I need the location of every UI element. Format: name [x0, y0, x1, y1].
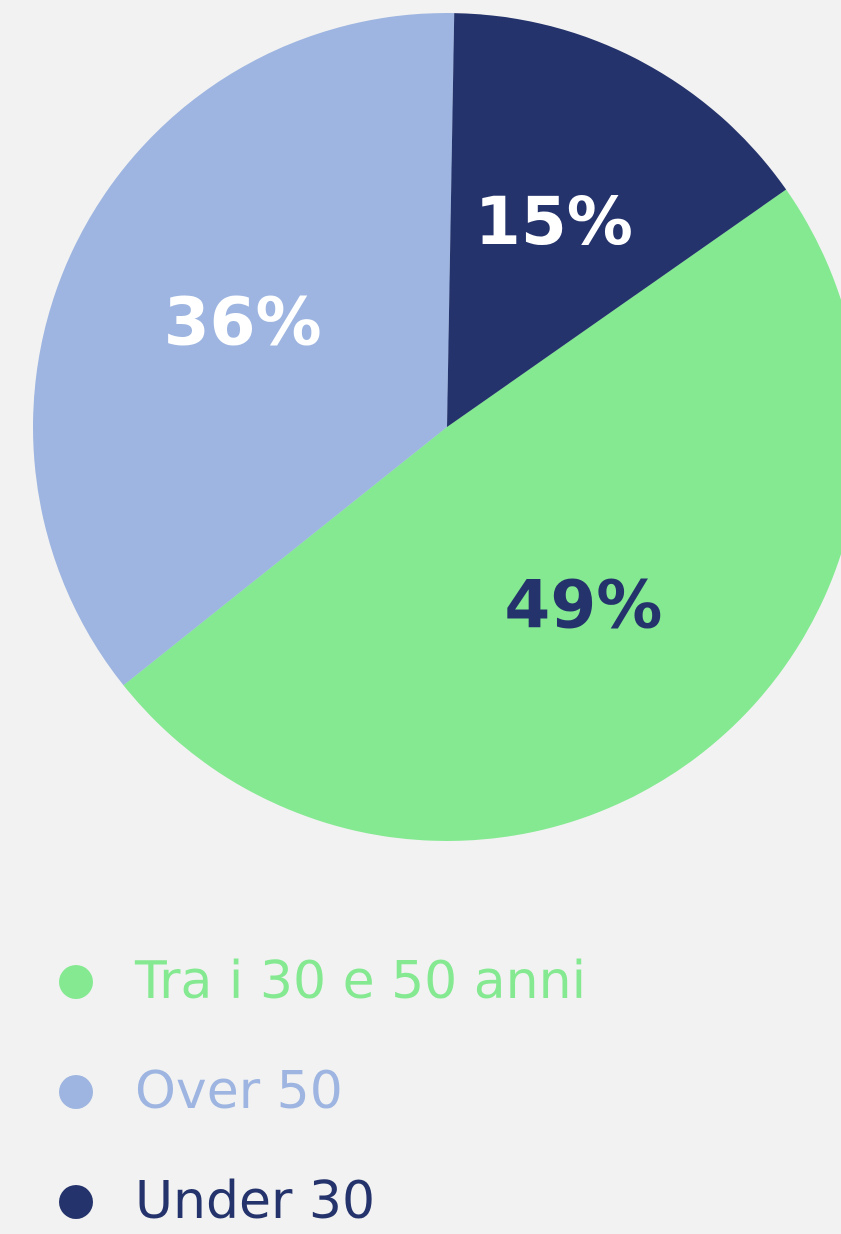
value-label: 49%: [504, 566, 662, 643]
legend-marker: [59, 1185, 93, 1219]
pie-slice: [32, 12, 455, 686]
legend-marker: [59, 965, 93, 999]
legend-marker: [59, 1075, 93, 1109]
legend-label: Tra i 30 e 50 anni: [134, 951, 586, 1011]
pie-slice: [447, 13, 787, 428]
legend-label: Over 50: [135, 1061, 343, 1121]
value-label: 36%: [164, 284, 322, 361]
legend-label: Under 30: [135, 1171, 375, 1231]
value-label: 15%: [475, 183, 633, 260]
pie-slice: [123, 189, 841, 841]
